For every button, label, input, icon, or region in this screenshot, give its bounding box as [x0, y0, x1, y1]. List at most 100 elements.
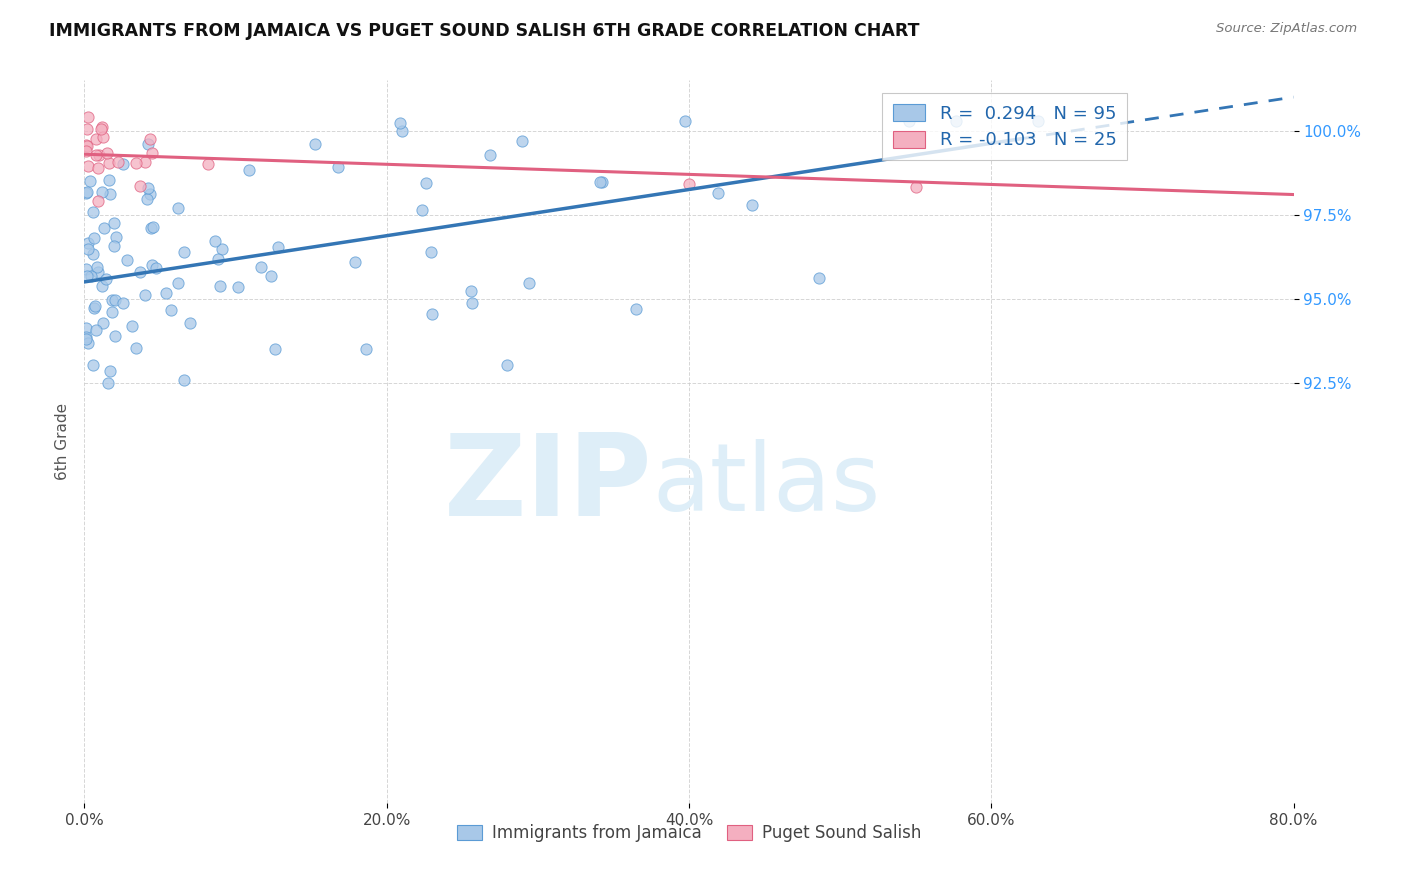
- Point: [145, 260, 167, 275]
- Point: [125, 156, 148, 170]
- Point: [86, 132, 108, 146]
- Point: [207, 252, 229, 267]
- Point: [496, 358, 519, 372]
- Point: [250, 260, 273, 274]
- Point: [211, 242, 233, 256]
- Point: [707, 186, 730, 200]
- Point: [86, 161, 108, 175]
- Point: [808, 271, 831, 285]
- Point: [77, 159, 100, 173]
- Point: [263, 342, 285, 356]
- Point: [326, 160, 349, 174]
- Point: [391, 123, 413, 137]
- Point: [460, 284, 482, 298]
- Point: [89, 148, 111, 162]
- Point: [76, 185, 98, 199]
- Text: IMMIGRANTS FROM JAMAICA VS PUGET SOUND SALISH 6TH GRADE CORRELATION CHART: IMMIGRANTS FROM JAMAICA VS PUGET SOUND S…: [49, 22, 920, 40]
- Point: [82, 247, 104, 261]
- Point: [91, 279, 114, 293]
- Point: [83, 231, 105, 245]
- Point: [97, 156, 120, 170]
- Point: [166, 201, 188, 215]
- Point: [139, 221, 162, 235]
- Point: [96, 146, 118, 161]
- Point: [155, 285, 177, 300]
- Point: [75, 186, 97, 201]
- Point: [626, 301, 648, 316]
- Point: [141, 258, 163, 272]
- Point: [103, 216, 125, 230]
- Point: [98, 187, 121, 202]
- Point: [356, 343, 378, 357]
- Point: [103, 238, 125, 252]
- Point: [115, 252, 138, 267]
- Point: [389, 116, 412, 130]
- Point: [104, 329, 127, 343]
- Point: [411, 202, 433, 217]
- Point: [94, 271, 117, 285]
- Point: [83, 301, 105, 315]
- Point: [121, 319, 143, 334]
- Point: [86, 265, 108, 279]
- Point: [461, 296, 484, 310]
- Point: [82, 204, 104, 219]
- Point: [90, 120, 112, 134]
- Point: [139, 186, 162, 201]
- Point: [138, 137, 160, 152]
- Point: [267, 240, 290, 254]
- Point: [98, 364, 121, 378]
- Point: [112, 157, 135, 171]
- Point: [76, 138, 98, 153]
- Point: [77, 235, 100, 250]
- Point: [134, 288, 156, 302]
- Point: [415, 176, 437, 190]
- Point: [591, 175, 613, 189]
- Point: [86, 260, 108, 274]
- Point: [160, 302, 183, 317]
- Point: [173, 245, 195, 260]
- Point: [173, 373, 195, 387]
- Point: [904, 179, 927, 194]
- Point: [135, 192, 157, 206]
- Point: [91, 185, 114, 199]
- Point: [517, 276, 540, 290]
- Point: [197, 157, 219, 171]
- Point: [75, 332, 97, 346]
- Point: [75, 261, 97, 276]
- Point: [136, 180, 159, 194]
- Text: ZIP: ZIP: [444, 429, 652, 541]
- Text: atlas: atlas: [652, 439, 882, 531]
- Point: [179, 316, 201, 330]
- Point: [107, 155, 129, 169]
- Point: [589, 175, 612, 189]
- Point: [77, 336, 100, 351]
- Point: [104, 293, 127, 308]
- Point: [76, 110, 98, 124]
- Point: [86, 148, 108, 162]
- Point: [238, 163, 260, 178]
- Point: [75, 330, 97, 344]
- Point: [673, 113, 696, 128]
- Point: [75, 138, 97, 153]
- Point: [101, 305, 124, 319]
- Point: [141, 145, 163, 160]
- Point: [945, 113, 967, 128]
- Point: [79, 174, 101, 188]
- Point: [93, 221, 115, 235]
- Point: [343, 254, 366, 268]
- Y-axis label: 6th Grade: 6th Grade: [55, 403, 70, 480]
- Point: [101, 293, 124, 307]
- Point: [678, 177, 700, 191]
- Point: [77, 242, 100, 256]
- Point: [75, 321, 97, 335]
- Point: [897, 113, 920, 128]
- Point: [76, 122, 98, 136]
- Point: [420, 245, 443, 260]
- Point: [82, 359, 104, 373]
- Point: [76, 268, 98, 283]
- Point: [741, 198, 763, 212]
- Point: [75, 144, 97, 158]
- Point: [209, 278, 232, 293]
- Point: [134, 154, 156, 169]
- Point: [226, 279, 249, 293]
